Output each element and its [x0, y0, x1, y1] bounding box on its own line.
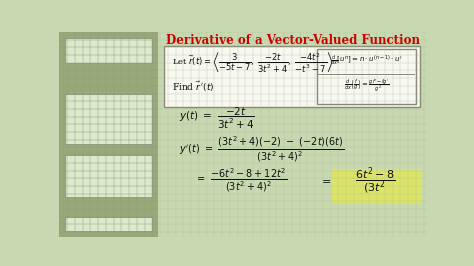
Text: $\frac{d}{dx}[u^n] = n \cdot u^{(n-1)} \cdot u^{\prime}$: $\frac{d}{dx}[u^n] = n \cdot u^{(n-1)} \…: [330, 54, 402, 68]
Bar: [59, 32, 158, 237]
Text: Derivative of a Vector-Valued Function: Derivative of a Vector-Valued Function: [166, 34, 420, 47]
Text: $=$: $=$: [319, 176, 331, 185]
Text: $y'(t)\ =\ \dfrac{(3t^2+4)(-2)\ -\ (-2t)(6t)}{(3t^2+4)^2}$: $y'(t)\ =\ \dfrac{(3t^2+4)(-2)\ -\ (-2t)…: [179, 134, 345, 164]
Text: Find $\vec{r}\,'(t)$: Find $\vec{r}\,'(t)$: [172, 80, 214, 94]
Text: $\frac{d}{dx}\left[\frac{f}{g}\right] = \frac{gf^{\prime} - fg^{\prime}}{g^2}$: $\frac{d}{dx}\left[\frac{f}{g}\right] = …: [344, 77, 389, 94]
Bar: [317, 49, 416, 104]
Bar: [65, 217, 152, 231]
Text: $=\ \dfrac{-6t^2-8+12t^2}{(3t^2+4)^2}$: $=\ \dfrac{-6t^2-8+12t^2}{(3t^2+4)^2}$: [195, 167, 287, 194]
Text: $y(t)\ =\ \dfrac{-2t}{3t^2+4}$: $y(t)\ =\ \dfrac{-2t}{3t^2+4}$: [179, 106, 255, 131]
Text: $\dfrac{6t^2-8}{(3t^2}$: $\dfrac{6t^2-8}{(3t^2}$: [356, 165, 395, 196]
Bar: [65, 94, 152, 144]
Bar: [65, 38, 152, 63]
Bar: [164, 46, 419, 107]
Text: Let $\vec{r}(t) = \left\langle \dfrac{3}{-5t-7},\ \dfrac{-2t}{3t^2+4},\ \dfrac{-: Let $\vec{r}(t) = \left\langle \dfrac{3}…: [172, 51, 333, 75]
Bar: [330, 169, 422, 203]
Bar: [65, 155, 152, 197]
